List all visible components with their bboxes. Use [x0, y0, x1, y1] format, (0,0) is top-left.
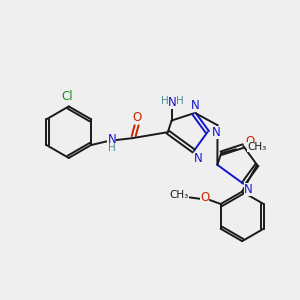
Text: H: H	[108, 143, 116, 153]
Text: N: N	[212, 126, 221, 139]
Text: O: O	[200, 190, 209, 204]
Text: H: H	[176, 96, 183, 106]
Text: N: N	[190, 99, 199, 112]
Text: H: H	[161, 96, 169, 106]
Text: N: N	[244, 183, 253, 196]
Text: CH₃: CH₃	[247, 142, 266, 152]
Text: O: O	[132, 111, 141, 124]
Text: N: N	[168, 96, 177, 109]
Text: CH₃: CH₃	[169, 190, 189, 200]
Text: O: O	[246, 135, 255, 148]
Text: N: N	[194, 152, 203, 165]
Text: N: N	[107, 133, 116, 146]
Text: Cl: Cl	[61, 90, 73, 103]
